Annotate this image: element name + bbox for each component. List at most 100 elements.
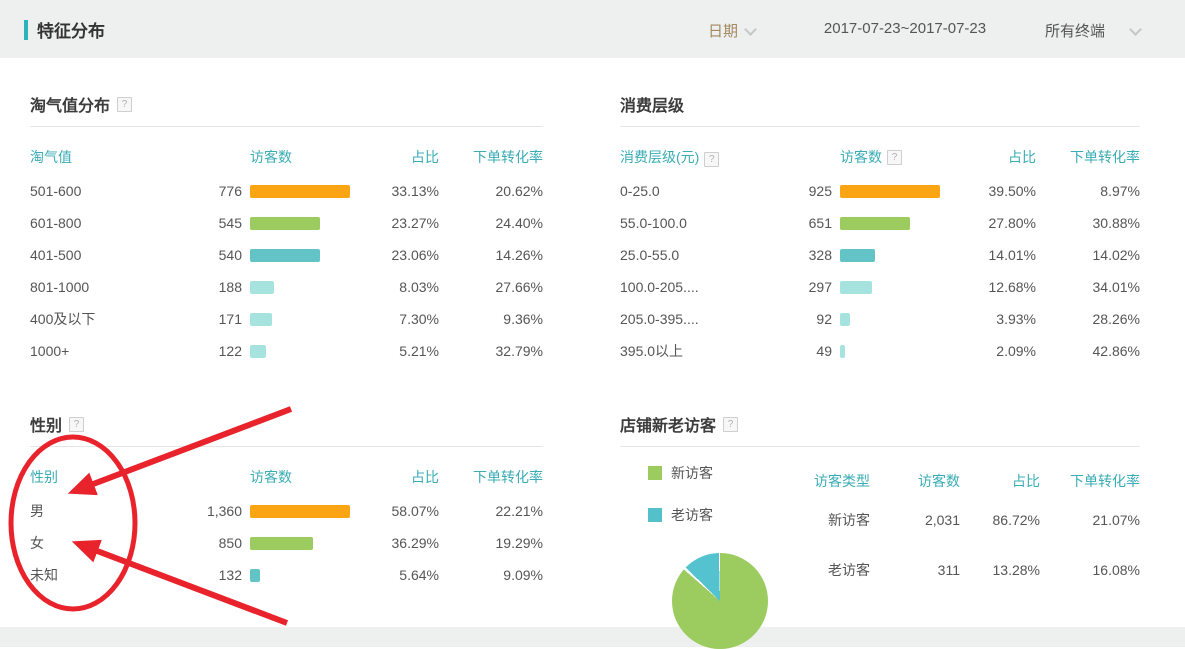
- row-label: 未知: [30, 567, 58, 583]
- col-header-visitor-type: 访客类型: [814, 473, 870, 489]
- legend-item-old-visitor: 老访客: [648, 507, 713, 523]
- col-header-share: 占比: [411, 149, 439, 165]
- share-value: 36.29%: [391, 535, 439, 551]
- divider: [620, 446, 1140, 447]
- legend-label: 新访客: [671, 465, 713, 481]
- col-header-conversion: 下单转化率: [1070, 149, 1140, 165]
- visitors-bar: [242, 504, 351, 518]
- visitors-bar: [242, 536, 351, 550]
- row-label: 501-600: [30, 183, 82, 199]
- conversion-value: 16.08%: [1092, 562, 1140, 578]
- col-header-visitors: 访客数: [918, 473, 960, 489]
- visitors-bar: [832, 312, 948, 326]
- pie-legend: 新访客 老访客: [648, 465, 713, 550]
- visitors-value: 1,360: [206, 503, 242, 519]
- share-value: 2.09%: [996, 343, 1036, 359]
- help-icon[interactable]: ?: [723, 416, 739, 432]
- chevron-down-icon: [744, 22, 757, 36]
- help-icon[interactable]: ?: [887, 149, 902, 165]
- share-value: 5.21%: [399, 343, 439, 359]
- share-value: 7.30%: [399, 311, 439, 327]
- table-row: 400及以下 171 7.30% 9.36%: [30, 303, 543, 335]
- row-label: 601-800: [30, 215, 82, 231]
- share-value: 23.27%: [391, 215, 439, 231]
- table-header-row: 性别 访客数 占比 下单转化率: [30, 467, 543, 485]
- row-label: 25.0-55.0: [620, 247, 680, 263]
- table-row: 0-25.0 925 39.50% 8.97%: [620, 175, 1140, 207]
- row-label: 55.0-100.0: [620, 215, 687, 231]
- visitors-bar: [242, 248, 351, 262]
- visitors-bar: [832, 280, 948, 294]
- row-label: 395.0以上: [620, 343, 684, 359]
- table-row: 25.0-55.0 328 14.01% 14.02%: [620, 239, 1140, 271]
- visitors-bar: [832, 344, 948, 358]
- row-label: 801-1000: [30, 279, 90, 295]
- row-label: 1000+: [30, 343, 70, 359]
- conversion-value: 19.29%: [495, 535, 543, 551]
- visitors-value: 49: [816, 343, 832, 359]
- share-value: 33.13%: [391, 183, 439, 199]
- terminal-filter-label: 所有终端: [1045, 23, 1106, 40]
- share-value: 8.03%: [399, 279, 439, 295]
- col-header-share: 占比: [411, 469, 439, 485]
- date-filter-dropdown[interactable]: 日期: [708, 20, 757, 41]
- conversion-value: 9.09%: [503, 567, 543, 583]
- table-row: 401-500 540 23.06% 14.26%: [30, 239, 543, 271]
- conversion-value: 24.40%: [495, 215, 543, 231]
- col-header-conversion: 下单转化率: [473, 469, 543, 485]
- share-value: 58.07%: [391, 503, 439, 519]
- visitors-value: 122: [218, 343, 242, 359]
- visitors-bar: [242, 312, 351, 326]
- terminal-filter-dropdown[interactable]: 所有终端: [1045, 20, 1142, 41]
- panel-taoqi-distribution: 淘气值分布 ? 淘气值 访客数 占比 下单转化率 501-600 776 33.13…: [30, 90, 543, 367]
- col-header-conversion: 下单转化率: [1070, 473, 1140, 489]
- row-label: 401-500: [30, 247, 82, 263]
- row-label: 男: [30, 503, 44, 519]
- date-range-value[interactable]: 2017-07-23~2017-07-23: [823, 20, 987, 37]
- table-row: 100.0-205.... 297 12.68% 34.01%: [620, 271, 1140, 303]
- col-header-consume-level: 消费层级(元): [620, 149, 700, 165]
- conversion-value: 9.36%: [503, 311, 543, 327]
- col-header-visitors: 访客数: [250, 149, 292, 165]
- share-value: 3.93%: [996, 311, 1036, 327]
- table-row: 女 850 36.29% 19.29%: [30, 527, 543, 559]
- new-old-visitors-pie-chart: [672, 553, 768, 649]
- table-row: 55.0-100.0 651 27.80% 30.88%: [620, 207, 1140, 239]
- share-value: 86.72%: [992, 512, 1040, 528]
- col-header-taoqi: 淘气值: [30, 149, 72, 165]
- visitors-value: 2,031: [924, 512, 960, 528]
- visitors-value: 92: [816, 311, 832, 327]
- help-icon[interactable]: ?: [69, 416, 85, 432]
- visitors-value: 776: [218, 183, 242, 199]
- page-title: 特征分布: [37, 22, 105, 41]
- share-value: 5.64%: [399, 567, 439, 583]
- panel-gender: 性别 ? 性别 访客数 占比 下单转化率 男 1,360 58.07% 22.21% 女…: [30, 410, 543, 591]
- help-icon[interactable]: ?: [704, 152, 720, 167]
- share-value: 13.28%: [992, 562, 1040, 578]
- conversion-value: 8.97%: [1100, 183, 1140, 199]
- row-label: 100.0-205....: [620, 279, 699, 295]
- conversion-value: 28.26%: [1092, 311, 1140, 327]
- conversion-value: 27.66%: [495, 279, 543, 295]
- top-bar: 特征分布 日期 2017-07-23~2017-07-23 所有终端: [0, 0, 1185, 58]
- visitors-value: 540: [218, 247, 242, 263]
- conversion-value: 22.21%: [495, 503, 543, 519]
- col-header-share: 占比: [1012, 473, 1040, 489]
- table-header-row: 淘气值 访客数 占比 下单转化率: [30, 147, 543, 165]
- table-row: 501-600 776 33.13% 20.62%: [30, 175, 543, 207]
- table-row: 801-1000 188 8.03% 27.66%: [30, 271, 543, 303]
- help-icon[interactable]: ?: [117, 96, 133, 112]
- chevron-down-icon: [1129, 22, 1142, 36]
- conversion-value: 14.26%: [495, 247, 543, 263]
- col-header-visitors: 访客数: [840, 149, 882, 165]
- visitors-value: 297: [808, 279, 832, 295]
- legend-swatch-teal: [648, 508, 662, 522]
- row-label: 0-25.0: [620, 183, 660, 199]
- legend-label: 老访客: [671, 507, 713, 523]
- visitors-bar: [832, 184, 948, 198]
- visitors-bar: [242, 280, 351, 294]
- table-row: 395.0以上 49 2.09% 42.86%: [620, 335, 1140, 367]
- divider: [620, 126, 1140, 127]
- visitors-value: 171: [218, 311, 242, 327]
- legend-item-new-visitor: 新访客: [648, 465, 713, 481]
